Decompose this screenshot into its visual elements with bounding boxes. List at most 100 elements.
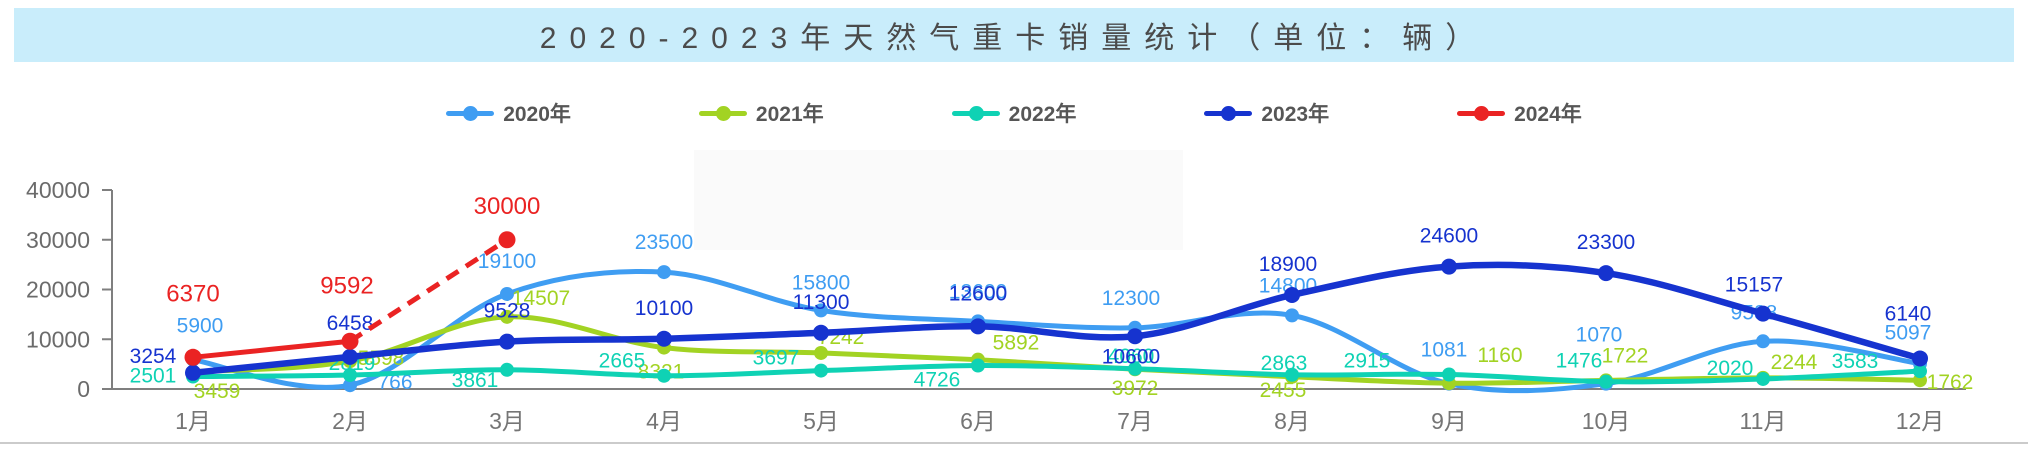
data-label-2024年: 6370 [166,280,219,307]
data-label-2020年: 766 [377,371,412,394]
data-point-2022年 [500,362,514,377]
data-label-2022年: 1476 [1556,350,1603,373]
data-label-2020年: 1070 [1576,324,1623,347]
data-point-2020年 [1756,334,1770,349]
x-tick-label: 11月 [1740,408,1787,434]
x-tick-label: 10月 [1582,408,1631,434]
data-label-2022年: 3861 [452,369,499,392]
data-label-2023年: 24600 [1420,225,1478,248]
data-point-2023年 [1755,305,1771,322]
legend-marker-icon [446,105,495,121]
chart-legend: 2020年 2021年 2022年 2023年 2024年 [0,98,2028,128]
data-label-2022年: 3583 [1832,350,1879,373]
data-point-2022年 [971,358,985,373]
data-label-2022年: 2915 [1344,349,1391,372]
data-label-2020年: 5900 [177,315,224,338]
legend-label: 2022年 [1008,103,1077,126]
data-label-2020年: 15800 [792,271,850,294]
x-tick-label: 4月 [646,408,682,434]
data-label-2020年: 19100 [478,250,536,273]
data-label-2023年: 12600 [949,282,1007,305]
data-point-2023年 [1598,265,1614,282]
x-tick-label: 7月 [1117,408,1153,434]
legend-label: 2021年 [755,103,824,126]
data-point-2023年 [1441,258,1457,275]
y-tick-label: 10000 [26,326,90,352]
legend-item-2020: 2020年 [446,98,571,128]
x-tick-label: 6月 [960,408,996,434]
data-label-2022年: 2020 [1707,357,1754,380]
x-tick-label: 8月 [1274,408,1310,434]
data-point-2020年 [657,265,671,280]
x-tick-label: 3月 [489,408,525,434]
data-label-2020年: 23500 [635,231,693,254]
data-label-2021年: 1722 [1602,344,1649,367]
data-label-2022年: 3697 [753,347,800,370]
data-label-2022年: 2501 [130,365,177,388]
legend-label: 2020年 [503,103,571,126]
data-label-2021年: 1762 [1927,371,1974,394]
legend-item-2022: 2022年 [951,98,1077,128]
data-point-2023年 [970,318,986,335]
legend-label: 2024年 [1514,103,1582,126]
data-point-2022年 [1599,374,1613,389]
series-line-2023年 [192,261,1921,377]
data-point-2023年 [1284,286,1300,303]
data-label-2023年: 11300 [793,291,850,314]
data-label-2021年: 2455 [1260,379,1307,402]
data-label-2021年: 14507 [512,287,570,310]
y-tick-label: 30000 [26,227,90,253]
data-label-2020年: 13600 [949,280,1007,303]
data-label-2022年: 2863 [1261,352,1308,375]
data-label-2022年: 2665 [599,350,646,373]
data-label-2024年: 30000 [474,193,541,220]
data-label-2023年: 18900 [1259,253,1317,276]
data-label-2023年: 3254 [130,345,177,368]
watermark-patch [694,150,1183,250]
data-point-2024年 [184,348,202,366]
data-label-2023年: 6458 [327,312,374,335]
data-point-2023年 [185,364,201,381]
data-point-2023年 [499,333,515,350]
data-label-2021年: 3972 [1112,377,1159,400]
data-label-2020年: 12300 [1102,287,1160,310]
data-label-2020年: 5097 [1885,322,1932,345]
data-point-2022年 [1128,361,1142,376]
legend-marker-icon [1457,105,1506,121]
bottom-divider [0,442,2028,444]
data-label-2023年: 10100 [635,297,693,320]
data-label-2023年: 9528 [484,300,531,323]
series-line-2022年 [192,362,1921,385]
title-banner: 2020-2023年天然气重卡销量统计（单位：辆） [14,8,2014,62]
data-label-2021年: 1160 [1477,344,1522,367]
data-point-2020年 [814,303,828,318]
data-point-2024年 [341,332,359,350]
data-point-2023年 [1912,350,1928,367]
data-label-2023年: 10600 [1102,345,1160,368]
data-point-2020年 [343,378,357,393]
data-label-2023年: 23300 [1577,231,1635,254]
series-line-forecast-2024年 [348,237,509,344]
data-label-2021年: 5892 [993,332,1040,355]
data-point-2021年 [500,309,514,324]
y-tick-label: 0 [77,376,90,402]
data-point-2022年 [1913,364,1927,379]
data-point-2023年 [342,348,358,365]
series-line-2024年 [192,338,351,360]
data-point-2021年 [814,345,828,360]
data-point-2022年 [1756,371,1770,386]
data-point-2023年 [813,324,829,341]
data-label-2023年: 6140 [1885,302,1932,325]
data-point-2023年 [656,330,672,347]
data-point-2020年 [500,286,514,301]
chart-title: 2020-2023年天然气重卡销量统计（单位：辆） [539,22,1489,55]
legend-marker-icon [951,105,1000,121]
data-point-2022年 [343,367,357,382]
data-label-2023年: 15157 [1725,274,1783,297]
x-tick-label: 5月 [803,408,839,434]
legend-marker-icon [1204,105,1253,121]
x-tick-label: 12月 [1896,408,1945,434]
x-tick-label: 2月 [332,408,368,434]
data-label-2022年: 4060 [1108,345,1155,368]
